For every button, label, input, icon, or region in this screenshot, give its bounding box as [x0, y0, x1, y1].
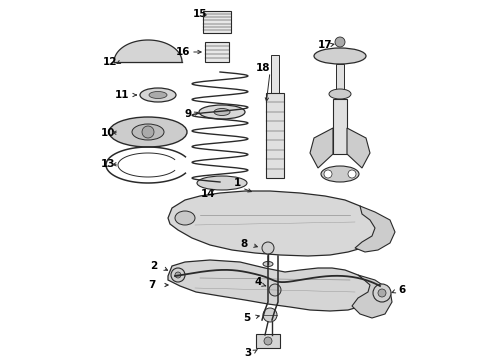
Ellipse shape: [109, 117, 187, 147]
Bar: [266, 93, 284, 178]
Ellipse shape: [175, 211, 195, 225]
Text: 1: 1: [233, 178, 241, 188]
Text: 3: 3: [245, 348, 252, 358]
Text: 12: 12: [103, 57, 117, 67]
Polygon shape: [310, 128, 333, 168]
Bar: [333, 99, 347, 154]
Text: 6: 6: [398, 285, 406, 295]
Polygon shape: [168, 191, 380, 256]
Circle shape: [142, 126, 154, 138]
Text: 18: 18: [256, 63, 270, 73]
Text: 14: 14: [201, 189, 215, 199]
Ellipse shape: [263, 261, 273, 266]
Bar: [203, 11, 231, 33]
Text: 9: 9: [184, 109, 192, 119]
Circle shape: [269, 284, 281, 296]
Text: 17: 17: [318, 40, 332, 50]
Text: 7: 7: [148, 280, 156, 290]
Bar: [336, 64, 344, 94]
Polygon shape: [347, 128, 370, 168]
Text: 5: 5: [244, 313, 250, 323]
Text: 15: 15: [193, 9, 207, 19]
Ellipse shape: [329, 89, 351, 99]
Text: 8: 8: [241, 239, 247, 249]
Circle shape: [373, 284, 391, 302]
Ellipse shape: [132, 124, 164, 140]
Circle shape: [171, 268, 185, 282]
Text: 2: 2: [150, 261, 158, 271]
Polygon shape: [168, 260, 375, 311]
Polygon shape: [355, 206, 395, 252]
Circle shape: [348, 170, 356, 178]
Ellipse shape: [314, 48, 366, 64]
Circle shape: [263, 308, 277, 322]
Ellipse shape: [321, 166, 359, 182]
Bar: [271, 55, 279, 95]
Bar: [256, 334, 280, 348]
Circle shape: [175, 272, 181, 278]
Text: 10: 10: [101, 128, 115, 138]
Circle shape: [324, 170, 332, 178]
Ellipse shape: [140, 88, 176, 102]
Ellipse shape: [149, 91, 167, 99]
Circle shape: [264, 337, 272, 345]
Text: 13: 13: [101, 159, 115, 169]
Ellipse shape: [199, 105, 245, 119]
Ellipse shape: [197, 176, 247, 190]
Polygon shape: [352, 275, 392, 318]
Bar: [205, 42, 229, 62]
Text: 4: 4: [254, 277, 262, 287]
Circle shape: [262, 242, 274, 254]
Circle shape: [378, 289, 386, 297]
Text: 11: 11: [115, 90, 129, 100]
Text: 16: 16: [176, 47, 190, 57]
Ellipse shape: [214, 108, 230, 116]
Circle shape: [335, 37, 345, 47]
